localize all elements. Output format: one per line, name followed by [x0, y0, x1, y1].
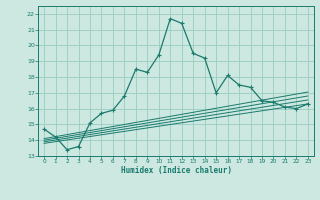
X-axis label: Humidex (Indice chaleur): Humidex (Indice chaleur): [121, 166, 231, 175]
